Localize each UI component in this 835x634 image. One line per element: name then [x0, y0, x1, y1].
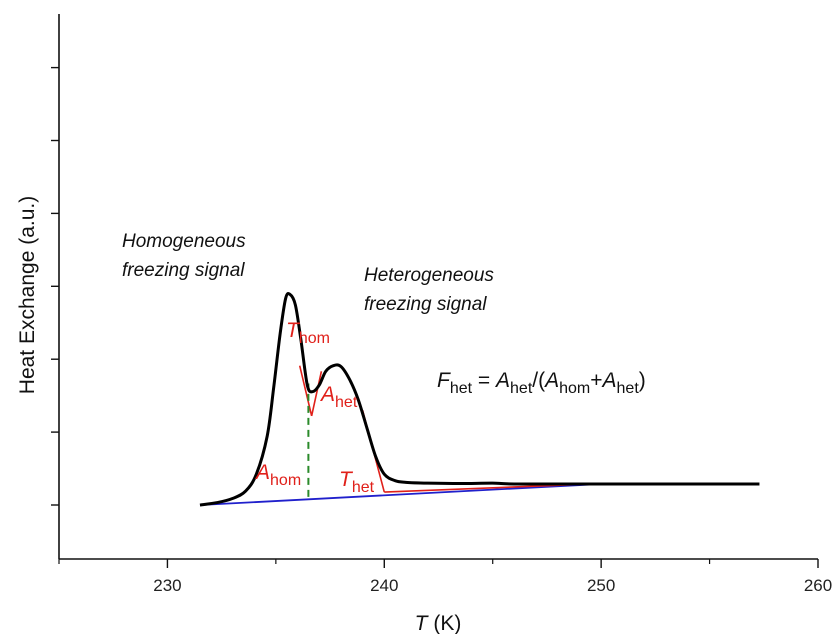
equation: Fhet = Ahet/(Ahom+Ahet) [437, 369, 646, 397]
heat-exchange-curve [199, 292, 760, 507]
y-ticks [51, 66, 59, 506]
y-axis-label: Heat Exchange (a.u.) [16, 196, 39, 394]
label-t-het: Thet [339, 468, 375, 496]
axes [58, 14, 818, 560]
annotation-homogeneous-line2: freezing signal [122, 260, 245, 281]
x-axis-label: T (K) [415, 612, 462, 634]
red-tangent-line [298, 365, 313, 417]
baseline-line [199, 483, 602, 506]
x-tick-label: 250 [587, 576, 615, 595]
x-tick-label: 240 [370, 576, 398, 595]
label-a-het: Ahet [319, 383, 358, 411]
label-t-hom: Thom [286, 319, 330, 347]
x-tick-label: 260 [804, 576, 832, 595]
annotation-heterogeneous-line1: Heterogeneous [364, 265, 494, 286]
annotation-heterogeneous-line2: freezing signal [364, 294, 487, 315]
x-ticks: 230 240 250 260 [58, 559, 832, 595]
x-tick-label: 230 [153, 576, 181, 595]
series-group [199, 292, 760, 507]
red-tangent-line [310, 371, 323, 417]
annotation-homogeneous-line1: Homogeneous [122, 231, 246, 252]
label-a-hom: Ahom [254, 461, 301, 489]
